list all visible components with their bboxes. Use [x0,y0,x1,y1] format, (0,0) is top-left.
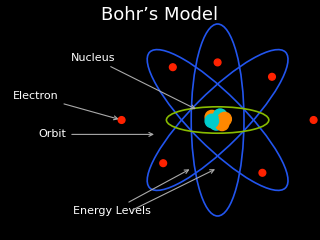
Circle shape [205,114,219,128]
Circle shape [118,117,125,123]
Circle shape [160,160,167,167]
Circle shape [205,110,219,124]
Circle shape [214,59,221,66]
Circle shape [310,117,317,123]
Circle shape [210,117,223,130]
Text: Energy Levels: Energy Levels [73,170,188,216]
Circle shape [259,169,266,176]
Circle shape [213,109,227,122]
Circle shape [215,117,229,131]
Text: Nucleus: Nucleus [70,53,195,109]
Circle shape [269,73,275,80]
Text: Orbit: Orbit [38,129,153,139]
Text: Electron: Electron [13,91,118,120]
Circle shape [218,112,231,126]
Circle shape [170,64,176,71]
Text: Bohr’s Model: Bohr’s Model [101,6,219,24]
